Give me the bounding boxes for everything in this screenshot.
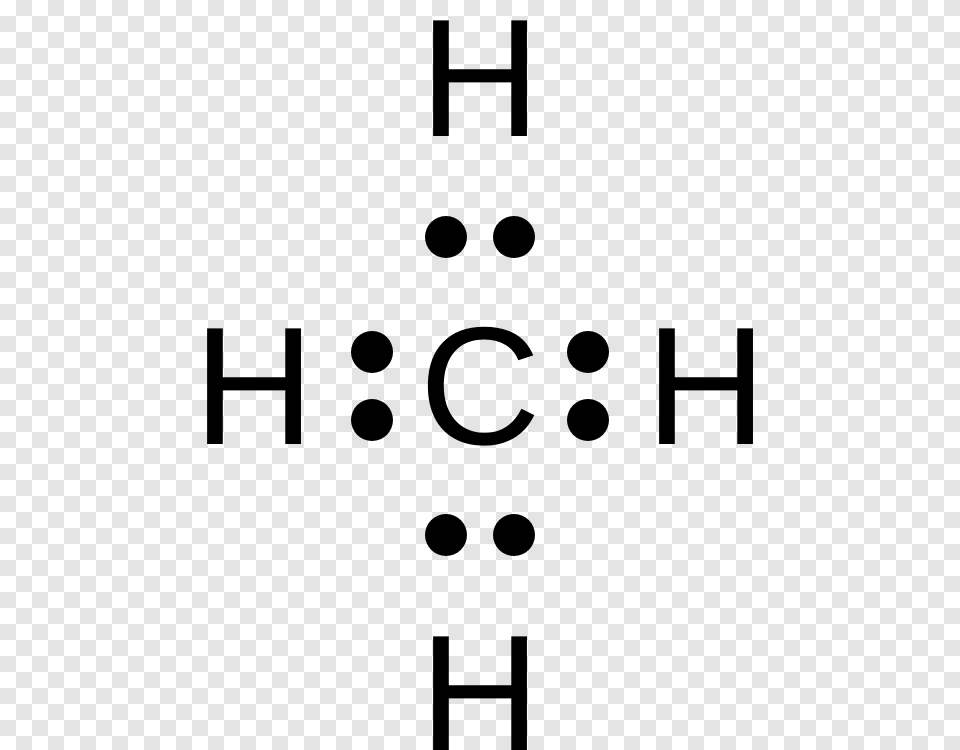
electron-dot-right-pair-1 (567, 399, 609, 441)
electron-dot-left-pair-1 (351, 399, 393, 441)
electron-dot-right-pair-0 (567, 331, 609, 373)
electron-dot-top-pair-0 (425, 216, 467, 258)
electron-dot-left-pair-0 (351, 331, 393, 373)
atom-hydrogen-top: H (419, 0, 540, 162)
electron-dot-bottom-pair-1 (493, 514, 535, 556)
electron-dot-bottom-pair-0 (425, 514, 467, 556)
atom-carbon-center: C (419, 302, 540, 470)
lewis-structure-diagram: C H H H H (0, 0, 960, 750)
atom-hydrogen-right: H (645, 302, 766, 470)
atom-hydrogen-bottom: H (419, 610, 540, 750)
atom-hydrogen-left: H (193, 302, 314, 470)
electron-dot-top-pair-1 (493, 216, 535, 258)
